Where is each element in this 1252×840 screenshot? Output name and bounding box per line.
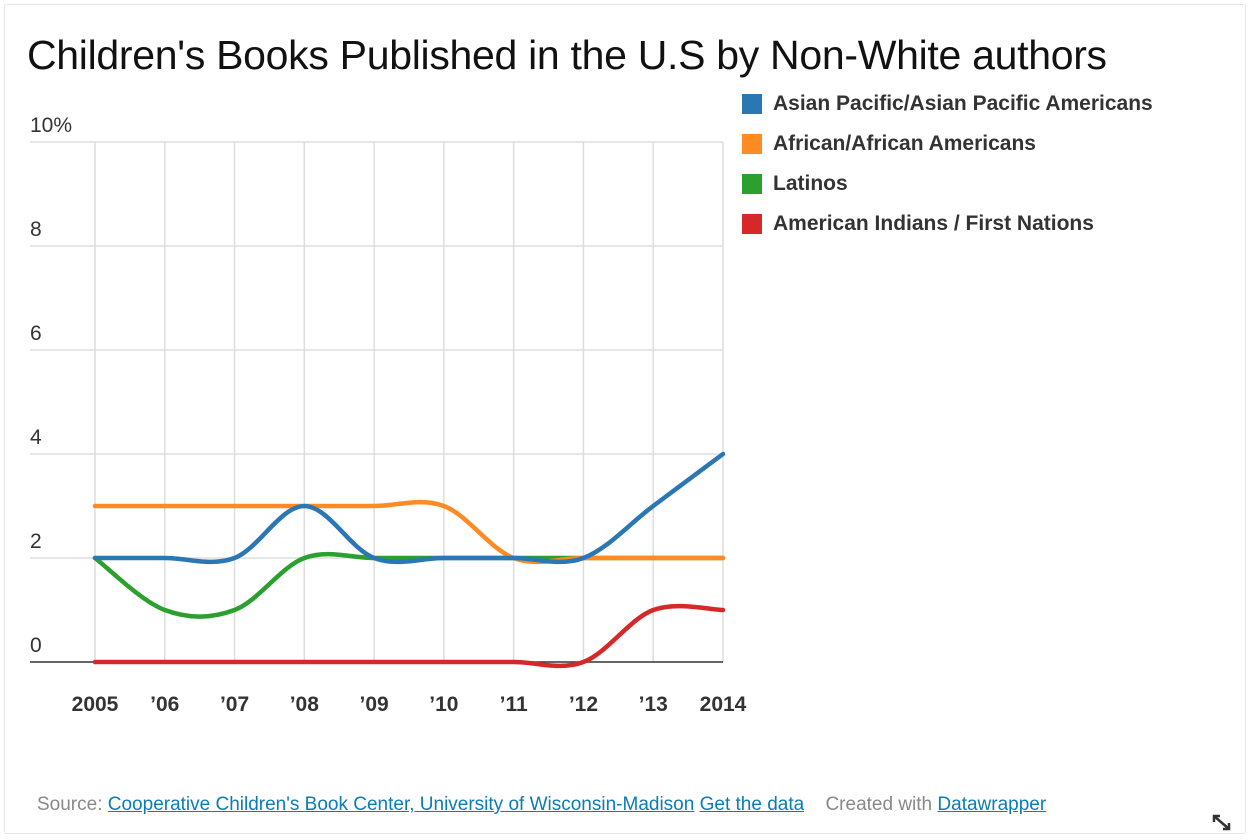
resize-handle-icon[interactable] [1210,812,1234,834]
legend-item-asian-pacific: Asian Pacific/Asian Pacific Americans [742,84,1153,124]
x-tick-label: ’08 [290,693,320,716]
x-tick-label: ’07 [220,693,249,716]
created-with-prefix: Created with [825,794,933,815]
datawrapper-link[interactable]: Datawrapper [937,794,1047,815]
x-tick-label: ’13 [639,693,668,716]
legend-item-american-indians: American Indians / First Nations [742,204,1153,244]
y-tick-label: 2 [30,530,42,553]
legend: Asian Pacific/Asian Pacific Americans Af… [742,84,1153,244]
x-tick-label: ’10 [429,693,458,716]
legend-swatch [742,174,762,194]
series-line-asian-pacific-asian-pacific-americans [92,451,726,565]
x-tick-label: 2005 [72,693,119,716]
legend-item-african: African/African Americans [742,124,1153,164]
x-tick-label: 2014 [700,693,747,716]
legend-item-latinos: Latinos [742,164,1153,204]
series-lines [92,451,726,669]
y-tick-label: 8 [30,218,42,241]
source-prefix: Source: [37,794,103,815]
legend-swatch [742,134,762,154]
y-tick-label: 6 [30,322,42,345]
x-tick-label: ’09 [360,693,389,716]
chart-title: Children's Books Published in the U.S by… [27,32,1107,78]
legend-swatch [742,94,762,114]
y-tick-label: 10% [30,114,72,137]
x-tick-label: ’11 [500,693,528,716]
series-line-african-african-americans [92,499,726,565]
legend-label: Latinos [773,172,848,195]
chart-footer: Source: Cooperative Children's Book Cent… [37,794,1046,816]
x-tick-label: ’12 [569,693,598,716]
legend-swatch [742,214,762,234]
x-tick-label: ’06 [150,693,179,716]
grid [30,141,724,663]
y-axis-ticks: 10% 8 6 4 2 0 [30,114,72,657]
chart-frame [4,4,1246,834]
x-axis-ticks: 2005 ’06 ’07 ’08 ’09 ’10 ’11 ’12 ’13 2014 [72,693,747,716]
source-link[interactable]: Cooperative Children's Book Center, Univ… [107,794,695,815]
legend-label: Asian Pacific/Asian Pacific Americans [773,92,1153,115]
get-the-data-link[interactable]: Get the data [699,794,805,815]
y-tick-label: 4 [30,426,42,449]
legend-label: African/African Americans [773,132,1036,155]
legend-label: American Indians / First Nations [773,212,1094,235]
y-tick-label: 0 [30,634,42,657]
series-line-american-indians-first-nations [92,603,726,669]
